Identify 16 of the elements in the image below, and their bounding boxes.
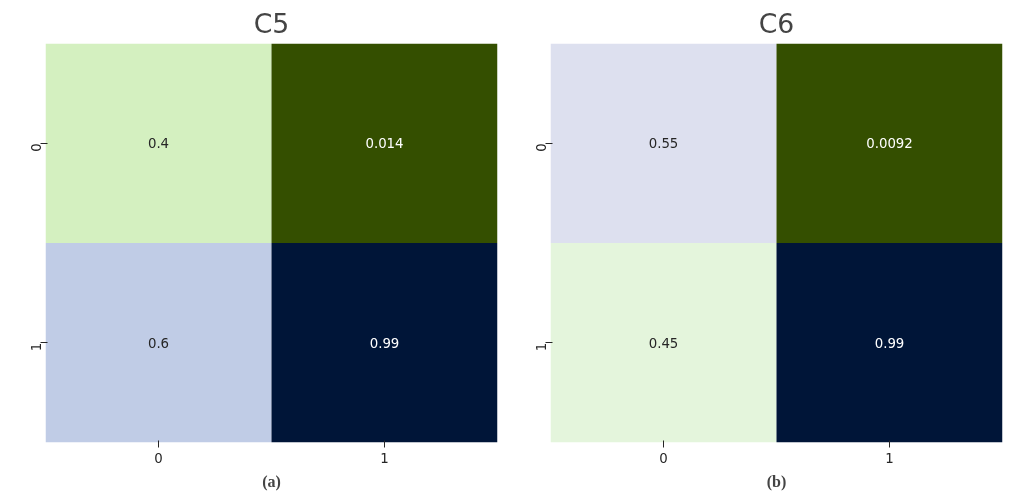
data-label: 0.55 <box>648 136 679 152</box>
chart-title: C5 <box>253 7 290 39</box>
data-label: 0.99 <box>369 335 400 351</box>
x-tick-label: 1 <box>380 450 389 466</box>
chart-title: C6 <box>758 7 795 39</box>
data-label: 0.6 <box>147 335 170 351</box>
x-tick-label: 0 <box>659 450 668 466</box>
data-label: 0.014 <box>365 136 404 152</box>
x-tick-label: 1 <box>885 450 894 466</box>
text: (a) <box>262 472 281 491</box>
data-label: 0.99 <box>874 335 905 351</box>
data-label: 0.45 <box>648 335 679 351</box>
data-label: 0.4 <box>147 136 170 152</box>
x-tick-label: 0 <box>154 450 163 466</box>
text: (b) <box>766 472 787 491</box>
data-label: 0.0092 <box>866 136 913 152</box>
